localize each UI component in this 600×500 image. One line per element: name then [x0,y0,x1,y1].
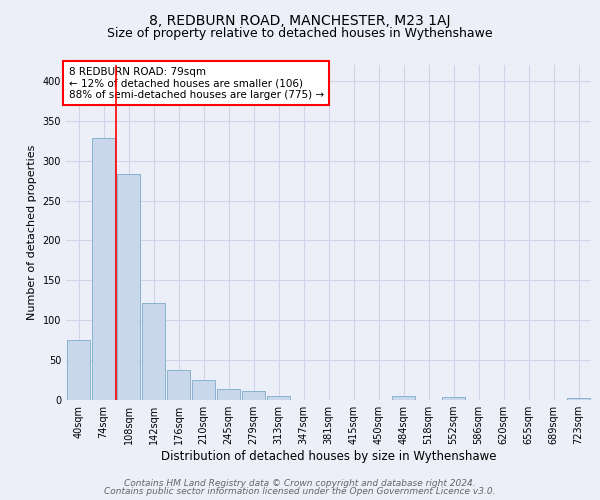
Bar [116,174,140,400]
Bar [167,370,190,400]
Bar [92,138,115,400]
Bar [217,389,241,400]
Text: Contains public sector information licensed under the Open Government Licence v3: Contains public sector information licen… [104,487,496,496]
Bar [67,340,91,400]
X-axis label: Distribution of detached houses by size in Wythenshawe: Distribution of detached houses by size … [161,450,496,463]
Text: Size of property relative to detached houses in Wythenshawe: Size of property relative to detached ho… [107,28,493,40]
Bar [142,302,166,400]
Y-axis label: Number of detached properties: Number of detached properties [27,145,37,320]
Bar [442,397,466,400]
Text: 8, REDBURN ROAD, MANCHESTER, M23 1AJ: 8, REDBURN ROAD, MANCHESTER, M23 1AJ [149,14,451,28]
Bar [392,396,415,400]
Text: Contains HM Land Registry data © Crown copyright and database right 2024.: Contains HM Land Registry data © Crown c… [124,478,476,488]
Bar [566,398,590,400]
Bar [266,396,290,400]
Text: 8 REDBURN ROAD: 79sqm
← 12% of detached houses are smaller (106)
88% of semi-det: 8 REDBURN ROAD: 79sqm ← 12% of detached … [68,66,324,100]
Bar [242,391,265,400]
Bar [191,380,215,400]
